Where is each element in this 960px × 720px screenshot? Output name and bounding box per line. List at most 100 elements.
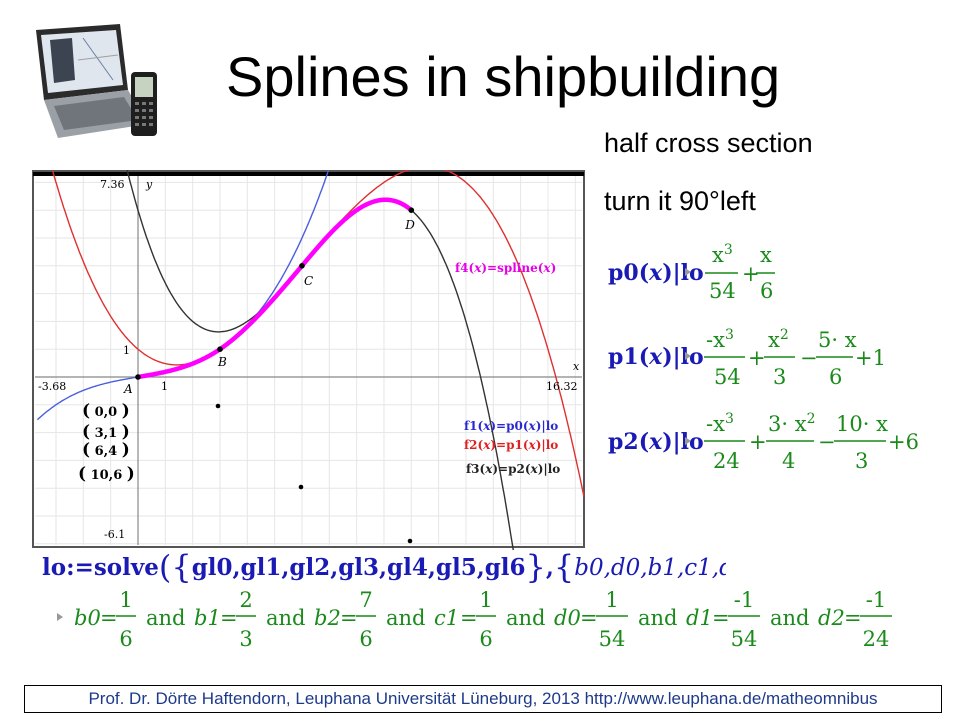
and-word: and: [638, 606, 678, 630]
solve-equations: gl0,gl1,gl2,gl3,gl4,gl5,gl6: [192, 554, 526, 581]
point-tuple-a: ( 0,0 ): [82, 401, 130, 421]
point-d-dot: [408, 207, 415, 213]
solution-var-b0: b0: [74, 606, 101, 630]
equals-sign: =: [340, 606, 358, 630]
curve-spline: [135, 197, 414, 380]
svg-text:10· x: 10· x: [836, 412, 888, 436]
svg-text:6: 6: [829, 365, 842, 389]
point-tuple-c: ( 6,4 ): [82, 440, 130, 460]
solution-numerator: 7: [359, 588, 372, 612]
loose-point-dot: [407, 538, 413, 544]
and-word: and: [506, 606, 546, 630]
solution-var-b1: b1: [194, 606, 221, 630]
point-tuple-b: ( 3,1 ): [82, 422, 130, 442]
svg-text:5· x: 5· x: [818, 328, 857, 352]
solve-command: lo:=solve({gl0,gl1,gl2,gl3,gl4,gl5,gl6},…: [42, 548, 726, 585]
svg-text:54: 54: [714, 365, 741, 389]
result-arrow-icon: [685, 352, 691, 360]
svg-text:24: 24: [713, 449, 740, 473]
solution-numerator: 1: [479, 588, 492, 612]
equals-sign: =: [460, 606, 478, 630]
x-tick-label: 1: [161, 380, 168, 393]
svg-text:lo:=solve({gl0,gl1,gl2,gl3,gl4: lo:=solve({gl0,gl1,gl2,gl3,gl4,gl5,gl6},…: [42, 548, 726, 585]
solution-numerator: 1: [605, 588, 618, 612]
loose-point-dot: [215, 403, 221, 409]
solve-unknowns: b0,d0,b1,c1,d1,b2,d2: [574, 555, 726, 581]
grid-lines: [35, 176, 582, 545]
solution-denominator: 54: [599, 627, 626, 651]
solution-denominator: 6: [119, 627, 132, 651]
p0-result: x3 54 + x 6: [705, 242, 775, 303]
svg-text:−: −: [800, 346, 818, 370]
y-max-label: 7.36: [100, 178, 125, 191]
result-arrow-icon: [57, 613, 63, 621]
and-word: and: [770, 606, 810, 630]
legend-f1: f1(x)=p0(x)|lo: [464, 419, 558, 433]
and-word: and: [386, 606, 426, 630]
svg-text:+: +: [742, 262, 760, 286]
svg-text:3· x2: 3· x2: [768, 411, 815, 436]
svg-text:x: x: [760, 243, 772, 267]
note-turn-90-left: turn it 90°left: [604, 186, 756, 216]
formula-results: p0(x)|lo p1(x)|lo p2(x)|lo x3 54 + x 6 -…: [608, 242, 919, 473]
point-c-dot: [299, 263, 305, 269]
p2-result: -x3 24 + 3· x2 4 − 10· x 3 +6: [704, 411, 919, 473]
equals-sign: =: [100, 606, 118, 630]
svg-text:x2: x2: [768, 327, 789, 352]
legend-f4: f4(x)=spline(x): [455, 261, 556, 275]
result-arrow-icon: [685, 437, 691, 445]
legend-f3: f3(x)=p2(x)|lo: [466, 462, 560, 476]
solution-var-c1: c1: [434, 606, 459, 630]
svg-text:+: +: [749, 430, 767, 454]
solution-var-d2: d2: [818, 606, 845, 630]
point-a-dot: [135, 374, 141, 380]
loose-point-dot: [298, 484, 304, 490]
point-tuple-d: ( 10,6 ): [78, 464, 135, 484]
svg-text:54: 54: [709, 279, 736, 303]
solution-var-d1: d1: [686, 606, 713, 630]
solution-denominator: 6: [359, 627, 372, 651]
and-word: and: [146, 606, 186, 630]
equals-sign: =: [712, 606, 730, 630]
svg-text:−: −: [818, 430, 836, 454]
x-axis-label: x: [573, 360, 580, 373]
solution-denominator: 3: [239, 627, 252, 651]
y-axis-label: y: [145, 178, 153, 191]
slide-title: Splines in shipbuilding: [226, 45, 781, 108]
svg-text:-x3: -x3: [706, 327, 734, 352]
legend-f2: f2(x)=p1(x)|lo: [464, 438, 558, 452]
point-b-dot: [217, 346, 223, 353]
x-max-label: 16.32: [546, 380, 578, 393]
footer-credit: Prof. Dr. Dörte Haftendorn, Leuphana Uni…: [24, 685, 942, 713]
point-c-label: C: [304, 274, 313, 288]
point-d-label: D: [404, 218, 415, 232]
equals-sign: =: [844, 606, 862, 630]
svg-text:x3: x3: [712, 242, 733, 267]
result-arrow-icon: [685, 268, 691, 276]
svg-text:4: 4: [782, 449, 795, 473]
laptop-calculator-icon: [36, 24, 157, 138]
svg-text:+: +: [748, 346, 766, 370]
point-a-label: A: [123, 382, 133, 396]
solution-numerator: 1: [119, 588, 132, 612]
solution-denominator: 24: [863, 627, 890, 651]
y-tick-label: 1: [123, 344, 130, 357]
svg-text:+1: +1: [855, 346, 886, 370]
svg-text:3: 3: [855, 449, 868, 473]
and-word: and: [266, 606, 306, 630]
note-half-cross-section: half cross section: [604, 128, 813, 158]
solution-numerator: 2: [239, 588, 252, 612]
x-min-label: -3.68: [38, 380, 66, 393]
solution-numerator: -1: [734, 588, 754, 612]
solution-var-b2: b2: [314, 606, 341, 630]
equals-sign: =: [220, 606, 238, 630]
svg-text:+6: +6: [888, 430, 919, 454]
svg-text:-x3: -x3: [706, 411, 734, 436]
solution-denominator: 6: [479, 627, 492, 651]
solution-denominator: 54: [731, 627, 758, 651]
p1-result: -x3 54 + x2 3 − 5· x 6 +1: [704, 327, 886, 389]
graph-panel: A B C D 7.36 y -3.68 16.32 x -6.1 1 1 ( 0,0…: [32, 170, 585, 550]
svg-text:6: 6: [760, 279, 773, 303]
y-min-label: -6.1: [104, 528, 125, 541]
